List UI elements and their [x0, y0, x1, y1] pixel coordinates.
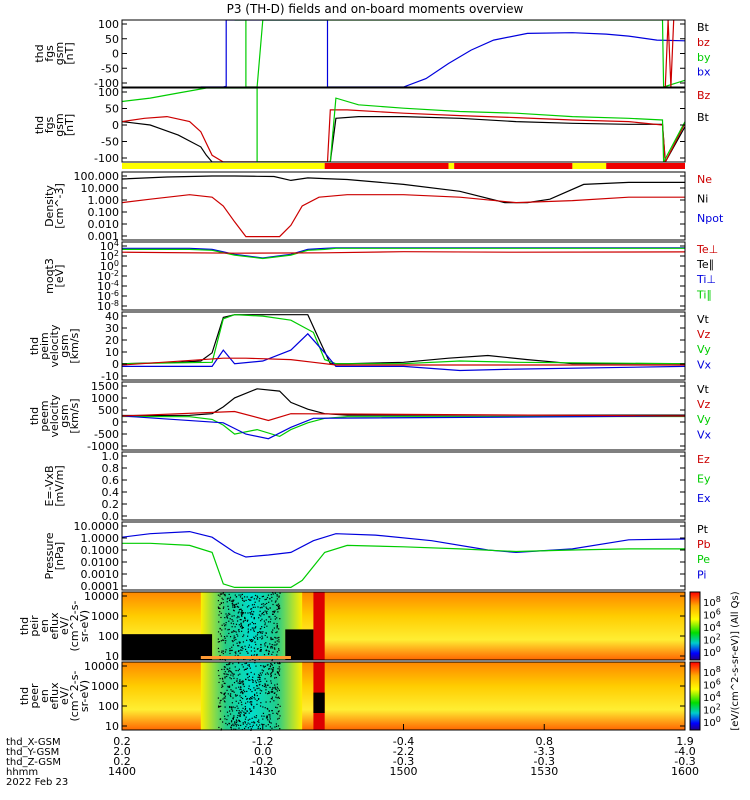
- xaxis-value: 1430: [249, 765, 277, 778]
- peem-velocity-legend-item: Vx: [697, 428, 712, 441]
- efield-legend-item: Ez: [697, 453, 710, 466]
- peim-velocity-series-Vt: [122, 315, 685, 364]
- fgs-legend-item: bx: [697, 66, 711, 79]
- status-bar-segment: [454, 163, 572, 169]
- xaxis-value: 1530: [530, 765, 558, 778]
- peem-velocity-legend-item: Vy: [697, 413, 711, 426]
- density-legend-item: Ni: [697, 192, 708, 205]
- status-bar-segment: [449, 163, 455, 169]
- density-legend-item: Ne: [697, 173, 712, 186]
- density-series-Ne: [122, 195, 685, 237]
- peer-eflux-ytick-label: 1000: [91, 680, 119, 693]
- peir-eflux-ytick-label: 100: [98, 630, 119, 643]
- peir-eflux-gap: [313, 592, 324, 660]
- fgs-ytick-label: -50: [101, 62, 119, 75]
- pressure-series-Pi: [122, 532, 685, 557]
- pressure-legend-item: Pt: [697, 523, 709, 536]
- fgs-legend-item: Bt: [697, 21, 710, 34]
- peer-eflux-ytick-label: 100: [98, 700, 119, 713]
- xaxis-row-label: 2022 Feb 23: [6, 777, 68, 788]
- peer-eflux-ylabel: sr-eV): [78, 680, 91, 712]
- fgs-ylabel: [nT]: [63, 42, 76, 64]
- temperature-legend-item: Ti∥: [696, 288, 712, 301]
- peir-eflux-mask-right: [285, 629, 313, 660]
- peem-velocity-series-Vx: [122, 416, 685, 439]
- fgs-rot-ytick-label: -50: [101, 136, 119, 149]
- fgs-ytick-label: 0: [112, 48, 119, 61]
- peer-eflux-ytick-label: 10: [105, 720, 119, 733]
- fgs-ytick-label: 100: [98, 18, 119, 31]
- temperature-legend-item: Te⊥: [696, 243, 718, 256]
- temperature-legend-item: Ti⊥: [696, 273, 716, 286]
- fgs-rot-frame: [122, 88, 685, 162]
- temperature-series-Te: [122, 252, 685, 254]
- fgs-rot-legend-item: Bz: [697, 89, 711, 102]
- efield-legend-item: Ex: [697, 492, 711, 505]
- peim-velocity-ylabel: [km/s]: [68, 328, 81, 363]
- pressure-series-Pe: [122, 543, 685, 587]
- fgs-ytick-label: 50: [105, 33, 119, 46]
- status-bar-segment: [325, 163, 449, 169]
- overview-figure: P3 (TH-D) fields and on-board moments ov…: [0, 0, 750, 800]
- pressure-frame: [122, 522, 685, 590]
- peim-velocity-legend-item: Vy: [697, 343, 711, 356]
- xaxis-value: 1500: [390, 765, 418, 778]
- colorbar-label: [eV/(cm^2-s-sr-eV)] (All Qs): [730, 591, 741, 730]
- peir-eflux-ylabel: sr-eV): [78, 610, 91, 642]
- peir-eflux-ytick-label: 1000: [91, 610, 119, 623]
- density-frame: [122, 172, 685, 240]
- efield-legend-item: Ey: [697, 472, 711, 485]
- fgs-rot-ytick-label: -100: [94, 152, 119, 165]
- peem-velocity-legend-item: Vz: [697, 398, 711, 411]
- peem-velocity-series-Vy: [122, 417, 685, 437]
- peem-velocity-ylabel: [km/s]: [68, 398, 81, 433]
- peim-velocity-frame: [122, 312, 685, 380]
- density-legend-item: Npot: [697, 212, 724, 225]
- fgs-rot-series-By: [122, 88, 685, 162]
- temperature-legend-item: Te∥: [696, 258, 714, 271]
- fgs-series-bx: [201, 20, 685, 87]
- peim-velocity-legend-item: Vt: [697, 313, 710, 326]
- colorbar-tick-label: 100: [703, 645, 721, 659]
- xaxis-value: 1600: [671, 765, 699, 778]
- efield-frame: [122, 452, 685, 520]
- peir-eflux-ytick-label: 10000: [84, 590, 119, 603]
- fgs-rot-ylabel: [nT]: [63, 114, 76, 136]
- colorbar-tick-label: 100: [703, 715, 721, 729]
- peir-eflux-orange-bar: [201, 656, 291, 659]
- pressure-legend-item: Pe: [697, 553, 710, 566]
- pressure-legend-item: Pi: [697, 568, 706, 581]
- status-bar-segment: [572, 163, 606, 169]
- fgs-series-bz: [665, 20, 673, 87]
- fgs-series-by: [235, 20, 685, 87]
- fgs-legend-item: bz: [697, 36, 710, 49]
- status-bar-segment: [122, 163, 325, 169]
- pressure-ylabel: [nPa]: [53, 542, 66, 570]
- peem-velocity-series-Vt: [122, 389, 685, 416]
- fgs-rot-ytick-label: 100: [98, 86, 119, 99]
- peer-eflux-ytick-label: 10000: [84, 660, 119, 673]
- temperature-ylabel: [eV]: [53, 265, 66, 288]
- fgs-rot-ytick-label: 0: [112, 119, 119, 132]
- xaxis-value: 1400: [108, 765, 136, 778]
- fgs-rot-ytick-label: 50: [105, 103, 119, 116]
- peim-velocity-legend-item: Vx: [697, 358, 712, 371]
- fgs-frame: [122, 20, 685, 87]
- status-bar-segment: [606, 163, 685, 169]
- peir-eflux-mask-left: [122, 634, 212, 660]
- fgs-legend-item: by: [697, 51, 711, 64]
- peim-velocity-legend-item: Vz: [697, 328, 711, 341]
- colorbar: [690, 592, 700, 660]
- page-title: P3 (TH-D) fields and on-board moments ov…: [227, 2, 524, 16]
- pressure-legend-item: Pb: [697, 538, 711, 551]
- fgs-rot-series-Bt: [122, 117, 685, 162]
- efield-ylabel: [mV/m]: [53, 465, 66, 506]
- peer-eflux-mask: [313, 693, 324, 713]
- fgs-rot-legend-item: Bt: [697, 111, 710, 124]
- density-ylabel: [cm^-3]: [53, 183, 66, 229]
- colorbar: [690, 662, 700, 730]
- peem-velocity-legend-item: Vt: [697, 383, 710, 396]
